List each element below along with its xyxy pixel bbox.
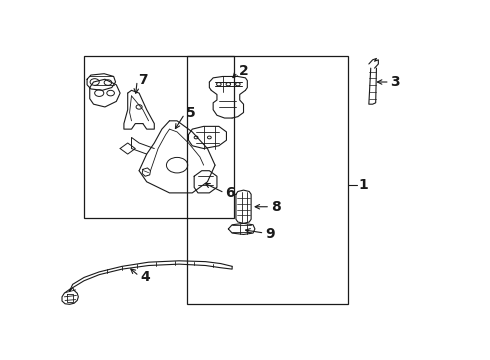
- Text: 2: 2: [239, 64, 249, 78]
- Text: 6: 6: [225, 186, 235, 201]
- Text: 1: 1: [358, 177, 368, 192]
- Bar: [84, 56, 234, 218]
- Text: 5: 5: [185, 106, 195, 120]
- Text: 7: 7: [138, 73, 148, 87]
- Text: 4: 4: [140, 270, 150, 284]
- Text: 9: 9: [265, 227, 275, 240]
- Bar: [187, 56, 348, 304]
- Text: 3: 3: [391, 75, 400, 89]
- Text: 8: 8: [271, 200, 281, 214]
